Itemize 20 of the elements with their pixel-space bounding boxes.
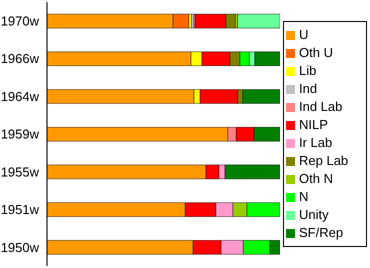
y-tick-label: 1966w: [0, 51, 40, 66]
y-tick-label: 1955w: [0, 164, 40, 180]
legend-label: Rep Lab: [299, 153, 348, 168]
legend-label: NILP: [299, 117, 328, 132]
y-tick-label: 1959w: [0, 126, 40, 142]
legend-label: N: [299, 189, 308, 204]
legend-label: Oth U: [299, 45, 333, 60]
legend-label: SF/Rep: [299, 225, 344, 240]
bar: [237, 14, 280, 28]
legend-label: Ind Lab: [299, 99, 342, 114]
legend-label: Oth N: [299, 171, 333, 186]
legend-label: Ind: [299, 81, 318, 96]
y-tick-label: 1950w: [0, 240, 40, 255]
legend-label: U: [299, 27, 308, 42]
y-tick-label: 1970w: [0, 13, 40, 28]
legend-label: Lib: [299, 63, 316, 78]
legend-label: Unity: [299, 207, 329, 222]
y-tick-label: 1964w: [0, 88, 40, 104]
legend-label: Ir Lab: [299, 135, 332, 150]
y-tick-label: 1951w: [0, 202, 40, 218]
